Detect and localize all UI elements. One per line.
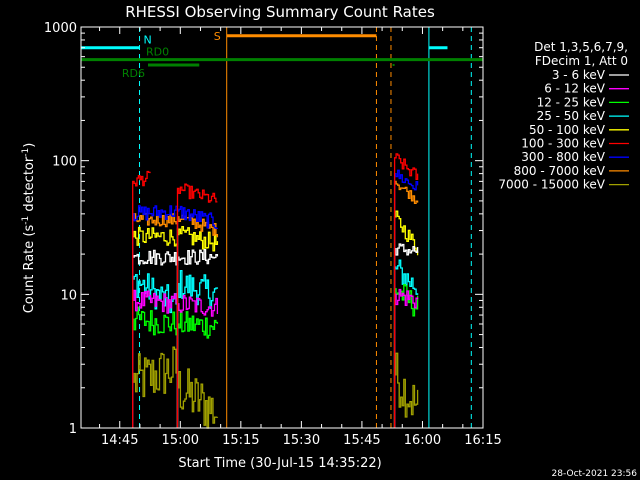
x-tick-label-5: 15:45 <box>343 433 380 448</box>
x-tick-label-1: 14:45 <box>101 433 138 448</box>
flag-label-n: N <box>144 34 152 47</box>
y-tick-label-3: 100 <box>52 155 77 170</box>
series-trace-3-1 <box>132 306 179 428</box>
x-tick-label-2: 15:00 <box>162 433 199 448</box>
y-axis-label-main: Count Rate (s <box>22 225 37 314</box>
series-trace-1-2 <box>176 249 219 428</box>
legend-label-6: 100 - 300 keV <box>521 137 605 151</box>
flag-marker-rd6 <box>392 63 395 66</box>
flag-label-s: S <box>214 30 221 43</box>
series-trace-6-2 <box>176 183 218 428</box>
flag-label-rd6: RD6 <box>122 67 145 80</box>
series-trace-1-3 <box>393 243 419 428</box>
plot-frame <box>80 26 484 429</box>
legend: Det 1,3,5,6,7,9,FDecim 1, Att 03 - 6 keV… <box>498 40 629 192</box>
series-trace-9-1 <box>132 346 179 428</box>
series-trace-4-3 <box>393 259 419 428</box>
series-trace-3-2 <box>176 310 219 428</box>
series-trace-7-2 <box>176 205 219 428</box>
legend-label-1: 3 - 6 keV <box>552 68 606 82</box>
series-trace-6-3 <box>393 153 419 428</box>
series-trace-1-1 <box>132 249 179 428</box>
series-trace-6-1 <box>132 170 151 428</box>
x-tick-label-4: 15:30 <box>283 433 320 448</box>
series-trace-2-2 <box>176 294 219 428</box>
legend-label-5: 50 - 100 keV <box>529 123 606 137</box>
series-trace-5-2 <box>176 225 219 428</box>
legend-title-2: FDecim 1, Att 0 <box>535 54 628 68</box>
series-trace-7-3 <box>393 169 419 428</box>
series-trace-7-1 <box>132 205 179 428</box>
series-trace-3-3 <box>393 283 419 428</box>
series-trace-5-1 <box>132 226 179 428</box>
y-axis-label-sup2: -1 <box>21 148 31 157</box>
series-trace-2-1 <box>132 289 179 428</box>
legend-title-1: Det 1,3,5,6,7,9, <box>534 40 628 54</box>
x-tick-label-3: 15:15 <box>222 433 259 448</box>
legend-label-7: 300 - 800 keV <box>521 150 605 164</box>
y-axis-label-end: ) <box>22 143 37 148</box>
series-trace-8-3 <box>393 180 419 428</box>
x-tick-label-6: 16:00 <box>404 433 441 448</box>
series-trace-9-2 <box>176 368 219 429</box>
series-trace-2-3 <box>393 288 419 428</box>
y-tick-label-1: 1 <box>69 422 77 437</box>
series-trace-9-3 <box>393 352 419 428</box>
series-trace-8-2 <box>176 214 219 428</box>
series-trace-5-3 <box>393 210 419 428</box>
flag-label-rd0: RD0 <box>146 46 169 59</box>
legend-label-9: 7000 - 15000 keV <box>498 178 605 192</box>
footer-date: 28-Oct-2021 23:56 <box>552 469 638 479</box>
legend-label-8: 800 - 7000 keV <box>514 164 606 178</box>
legend-label-3: 12 - 25 keV <box>537 95 606 109</box>
y-axis-label-sup1: -1 <box>21 216 31 225</box>
y-axis-label: Count Rate (s-1 detector-1) <box>21 143 37 314</box>
chart-title: RHESSI Observing Summary Count Rates <box>125 3 435 21</box>
y-axis-label-mid: detector <box>22 156 37 216</box>
y-tick-label-2: 10 <box>60 288 77 303</box>
legend-label-4: 25 - 50 keV <box>537 109 606 123</box>
y-tick-label-4: 1000 <box>44 21 77 36</box>
legend-label-2: 6 - 12 keV <box>544 82 606 96</box>
x-tick-label-7: 16:15 <box>464 433 501 448</box>
x-axis-label: Start Time (30-Jul-15 14:35:22) <box>178 456 381 471</box>
